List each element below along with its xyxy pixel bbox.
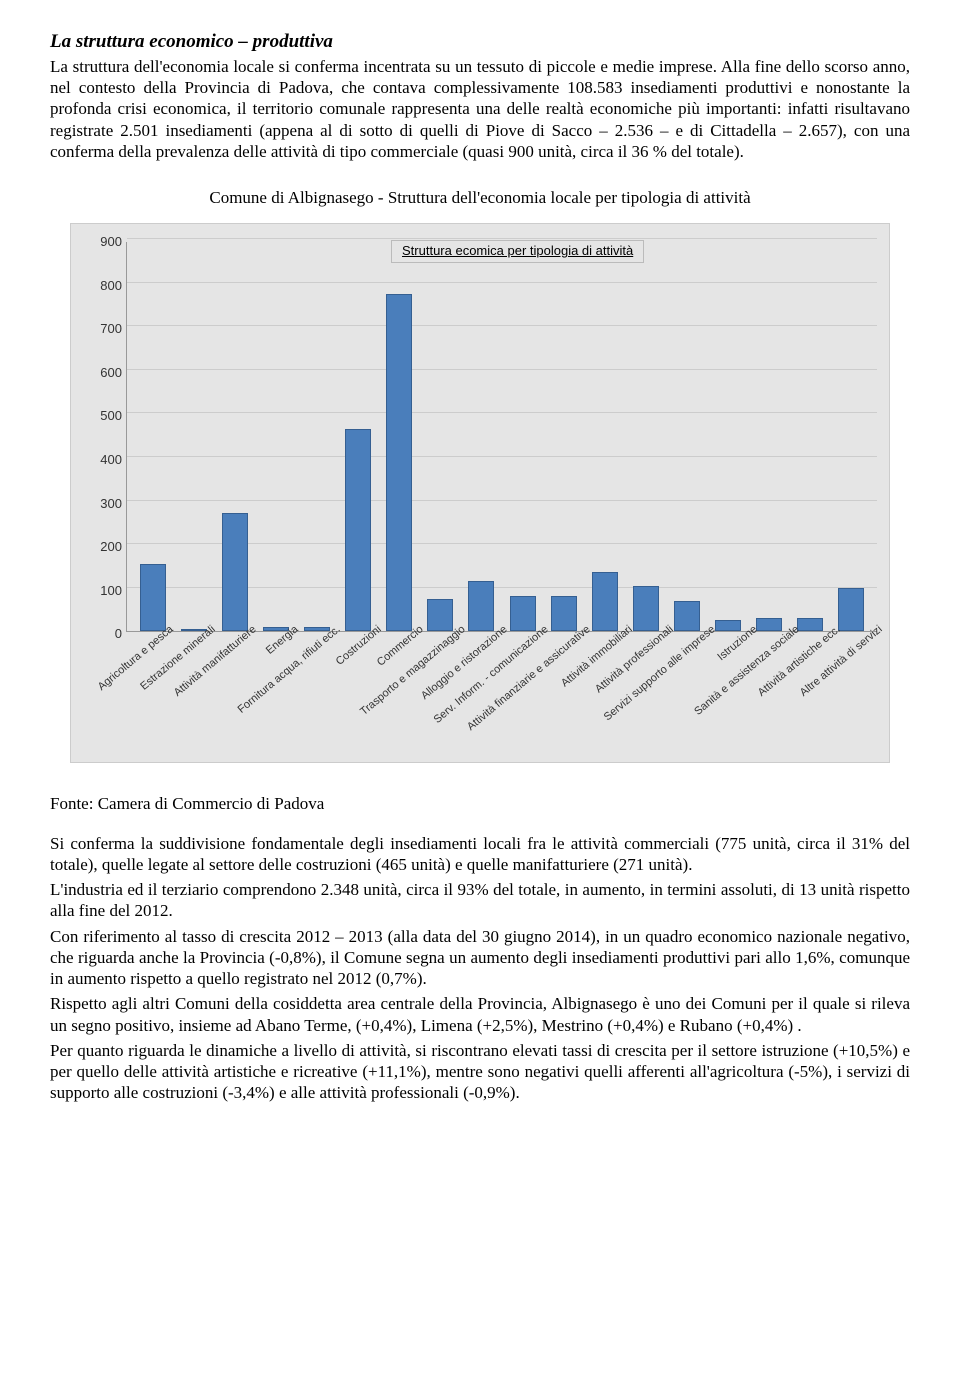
y-tick-label: 600 [86, 365, 122, 381]
bar [510, 596, 536, 631]
y-tick-label: 700 [86, 321, 122, 337]
chart-caption: Comune di Albignasego - Struttura dell'e… [50, 187, 910, 208]
bar [427, 599, 453, 632]
bar [140, 564, 166, 632]
bar [633, 586, 659, 632]
paragraph-6: Per quanto riguarda le dinamiche a livel… [50, 1040, 910, 1104]
source-line: Fonte: Camera di Commercio di Padova [50, 793, 910, 814]
y-tick-label: 400 [86, 452, 122, 468]
plot-area [126, 242, 877, 632]
y-tick-label: 100 [86, 583, 122, 599]
y-tick-label: 300 [86, 495, 122, 511]
bar [468, 581, 494, 631]
section-title: La struttura economico – produttiva [50, 30, 910, 54]
bar [386, 294, 412, 632]
y-tick-label: 800 [86, 278, 122, 294]
paragraph-4: Con riferimento al tasso di crescita 201… [50, 926, 910, 990]
bar [838, 588, 864, 632]
y-tick-label: 500 [86, 408, 122, 424]
paragraph-3: L'industria ed il terziario comprendono … [50, 879, 910, 922]
bar [222, 513, 248, 631]
bar-chart: Struttura ecomica per tipologia di attiv… [70, 223, 890, 763]
bar [674, 601, 700, 631]
y-tick-label: 200 [86, 539, 122, 555]
bar [756, 618, 782, 631]
paragraph-5: Rispetto agli altri Comuni della cosidde… [50, 993, 910, 1036]
bar [592, 572, 618, 631]
bar [715, 620, 741, 631]
bar [551, 596, 577, 631]
bar [345, 429, 371, 632]
gridline [127, 238, 877, 239]
y-tick-label: 900 [86, 234, 122, 250]
paragraph-1: La struttura dell'economia locale si con… [50, 56, 910, 162]
bar [797, 618, 823, 631]
paragraph-2: Si conferma la suddivisione fondamentale… [50, 833, 910, 876]
y-tick-label: 0 [86, 626, 122, 642]
